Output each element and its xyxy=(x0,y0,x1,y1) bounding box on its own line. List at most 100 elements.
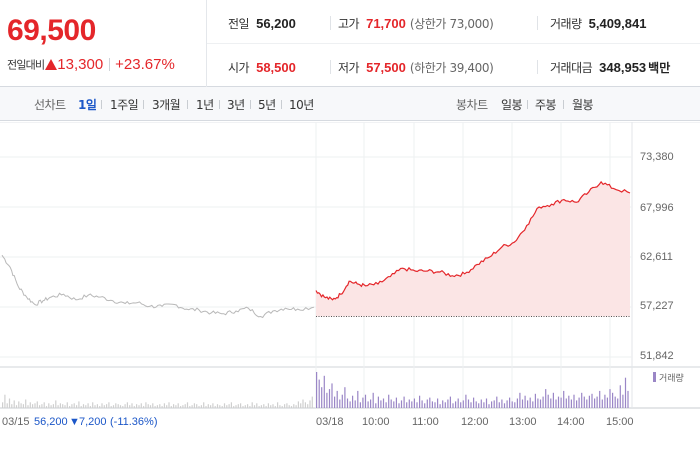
volume-bar xyxy=(152,403,154,408)
volume-bar xyxy=(467,399,470,408)
volume-bar xyxy=(52,404,54,408)
volume-bar xyxy=(182,405,184,408)
volume-bar xyxy=(184,404,186,408)
volume-bar xyxy=(133,406,135,408)
volume-bar xyxy=(279,405,281,408)
volume-bar xyxy=(480,399,482,408)
volume-bar xyxy=(32,404,34,408)
volume-bar xyxy=(367,401,369,408)
volume-bar xyxy=(129,405,131,408)
volume-bar xyxy=(300,403,302,408)
volume-bar xyxy=(588,395,590,408)
volume-bar xyxy=(455,401,457,408)
volume-bar xyxy=(529,397,531,408)
volume-bar xyxy=(393,401,395,408)
stat-high: 고가 71,700 (상한가 73,000) xyxy=(338,15,494,32)
volume-bar xyxy=(563,390,565,408)
volume-bar xyxy=(372,392,374,408)
volume-bar xyxy=(547,394,549,408)
volume-bar xyxy=(180,406,182,408)
stat-prev-close-label: 전일 xyxy=(228,17,250,31)
volume-bar xyxy=(177,403,179,408)
volume-bar xyxy=(617,398,619,408)
volume-bar xyxy=(108,402,110,408)
volume-bar xyxy=(552,392,554,408)
stat-low: 저가 57,500 (하한가 39,400) xyxy=(338,59,494,76)
volume-bar xyxy=(496,396,498,408)
volume-bar xyxy=(493,400,495,408)
candle-weekly-button[interactable]: 주봉 xyxy=(535,98,557,112)
volume-bar xyxy=(288,405,290,408)
volume-bar xyxy=(341,394,343,408)
volume-bar xyxy=(509,397,511,408)
volume-bar xyxy=(578,397,580,408)
volume-bar xyxy=(216,404,219,408)
volume-bar xyxy=(168,402,170,408)
volume-bar xyxy=(258,406,260,408)
volume-bar xyxy=(612,392,614,408)
x-tick-label: 15:00 xyxy=(606,416,634,428)
period-1y-button[interactable]: 1년 xyxy=(196,98,214,112)
volume-bar xyxy=(223,403,226,408)
volume-bar xyxy=(89,406,91,408)
stat-trade-amount-label: 거래대금 xyxy=(550,61,593,75)
intraday-price-chart[interactable]: 73,380 67,996 62,611 57,227 51,842 거래량 0… xyxy=(0,122,700,450)
volume-bar xyxy=(537,398,539,408)
volume-bar xyxy=(284,404,286,408)
chart-period-toolbar: 선차트 1일 1주일 3개월 1년 3년 5년 10년 봉차트 일봉 주봉 월봉 xyxy=(0,87,700,121)
change-label: 전일대비 xyxy=(7,58,45,72)
volume-bar xyxy=(126,402,128,408)
volume-bar xyxy=(609,389,611,408)
volume-bar xyxy=(524,395,526,408)
period-3m-button[interactable]: 3개월 xyxy=(152,98,181,112)
volume-bar xyxy=(304,402,306,408)
candle-monthly-button[interactable]: 월봉 xyxy=(572,98,594,112)
volume-bar xyxy=(398,403,400,408)
volume-bar xyxy=(41,404,43,408)
volume-bar xyxy=(92,402,94,408)
volume-bar xyxy=(511,401,513,408)
volume-bar xyxy=(66,402,68,408)
volume-bar xyxy=(4,394,6,408)
volume-bar xyxy=(13,400,15,408)
volume-bar xyxy=(470,402,472,408)
volume-legend-swatch xyxy=(653,372,656,382)
period-1w-button[interactable]: 1주일 xyxy=(110,98,139,112)
prev-day-change-pct: (-11.36%) xyxy=(110,416,157,428)
volume-bar xyxy=(465,394,467,408)
change-divider xyxy=(109,58,111,71)
stat-divider xyxy=(537,16,538,30)
prev-day-close: 56,200 xyxy=(34,416,68,428)
volume-bar xyxy=(103,405,105,408)
volume-bar xyxy=(452,403,454,408)
volume-bar xyxy=(411,401,413,408)
volume-bar xyxy=(586,399,588,408)
period-5y-button[interactable]: 5년 xyxy=(258,98,276,112)
toolbar-divider xyxy=(143,100,144,109)
previous-day-series xyxy=(1,254,315,319)
volume-bar xyxy=(82,404,85,408)
volume-bar xyxy=(339,399,341,408)
volume-bar xyxy=(532,401,534,408)
volume-bar xyxy=(228,404,230,408)
volume-bar xyxy=(344,387,346,408)
volume-bar xyxy=(596,396,598,408)
volume-bar xyxy=(444,402,446,408)
volume-bar xyxy=(311,396,313,408)
volume-bar xyxy=(447,399,449,408)
volume-bar xyxy=(326,392,328,408)
stat-volume: 거래량 5,409,841 xyxy=(550,15,646,32)
candle-daily-button[interactable]: 일봉 xyxy=(501,98,523,112)
volume-bar xyxy=(295,405,297,408)
volume-bar xyxy=(286,403,288,408)
stat-volume-value: 5,409,841 xyxy=(588,16,647,31)
period-1d-button[interactable]: 1일 xyxy=(78,98,97,112)
period-3y-button[interactable]: 3년 xyxy=(227,98,245,112)
stat-divider xyxy=(330,16,331,30)
period-10y-button[interactable]: 10년 xyxy=(289,98,314,112)
price-chart-svg[interactable]: 73,380 67,996 62,611 57,227 51,842 거래량 0… xyxy=(0,122,700,450)
volume-bar xyxy=(488,404,490,408)
volume-bar xyxy=(22,404,24,408)
volume-bar xyxy=(263,404,265,408)
stat-prev-close: 전일 56,200 xyxy=(228,15,296,32)
